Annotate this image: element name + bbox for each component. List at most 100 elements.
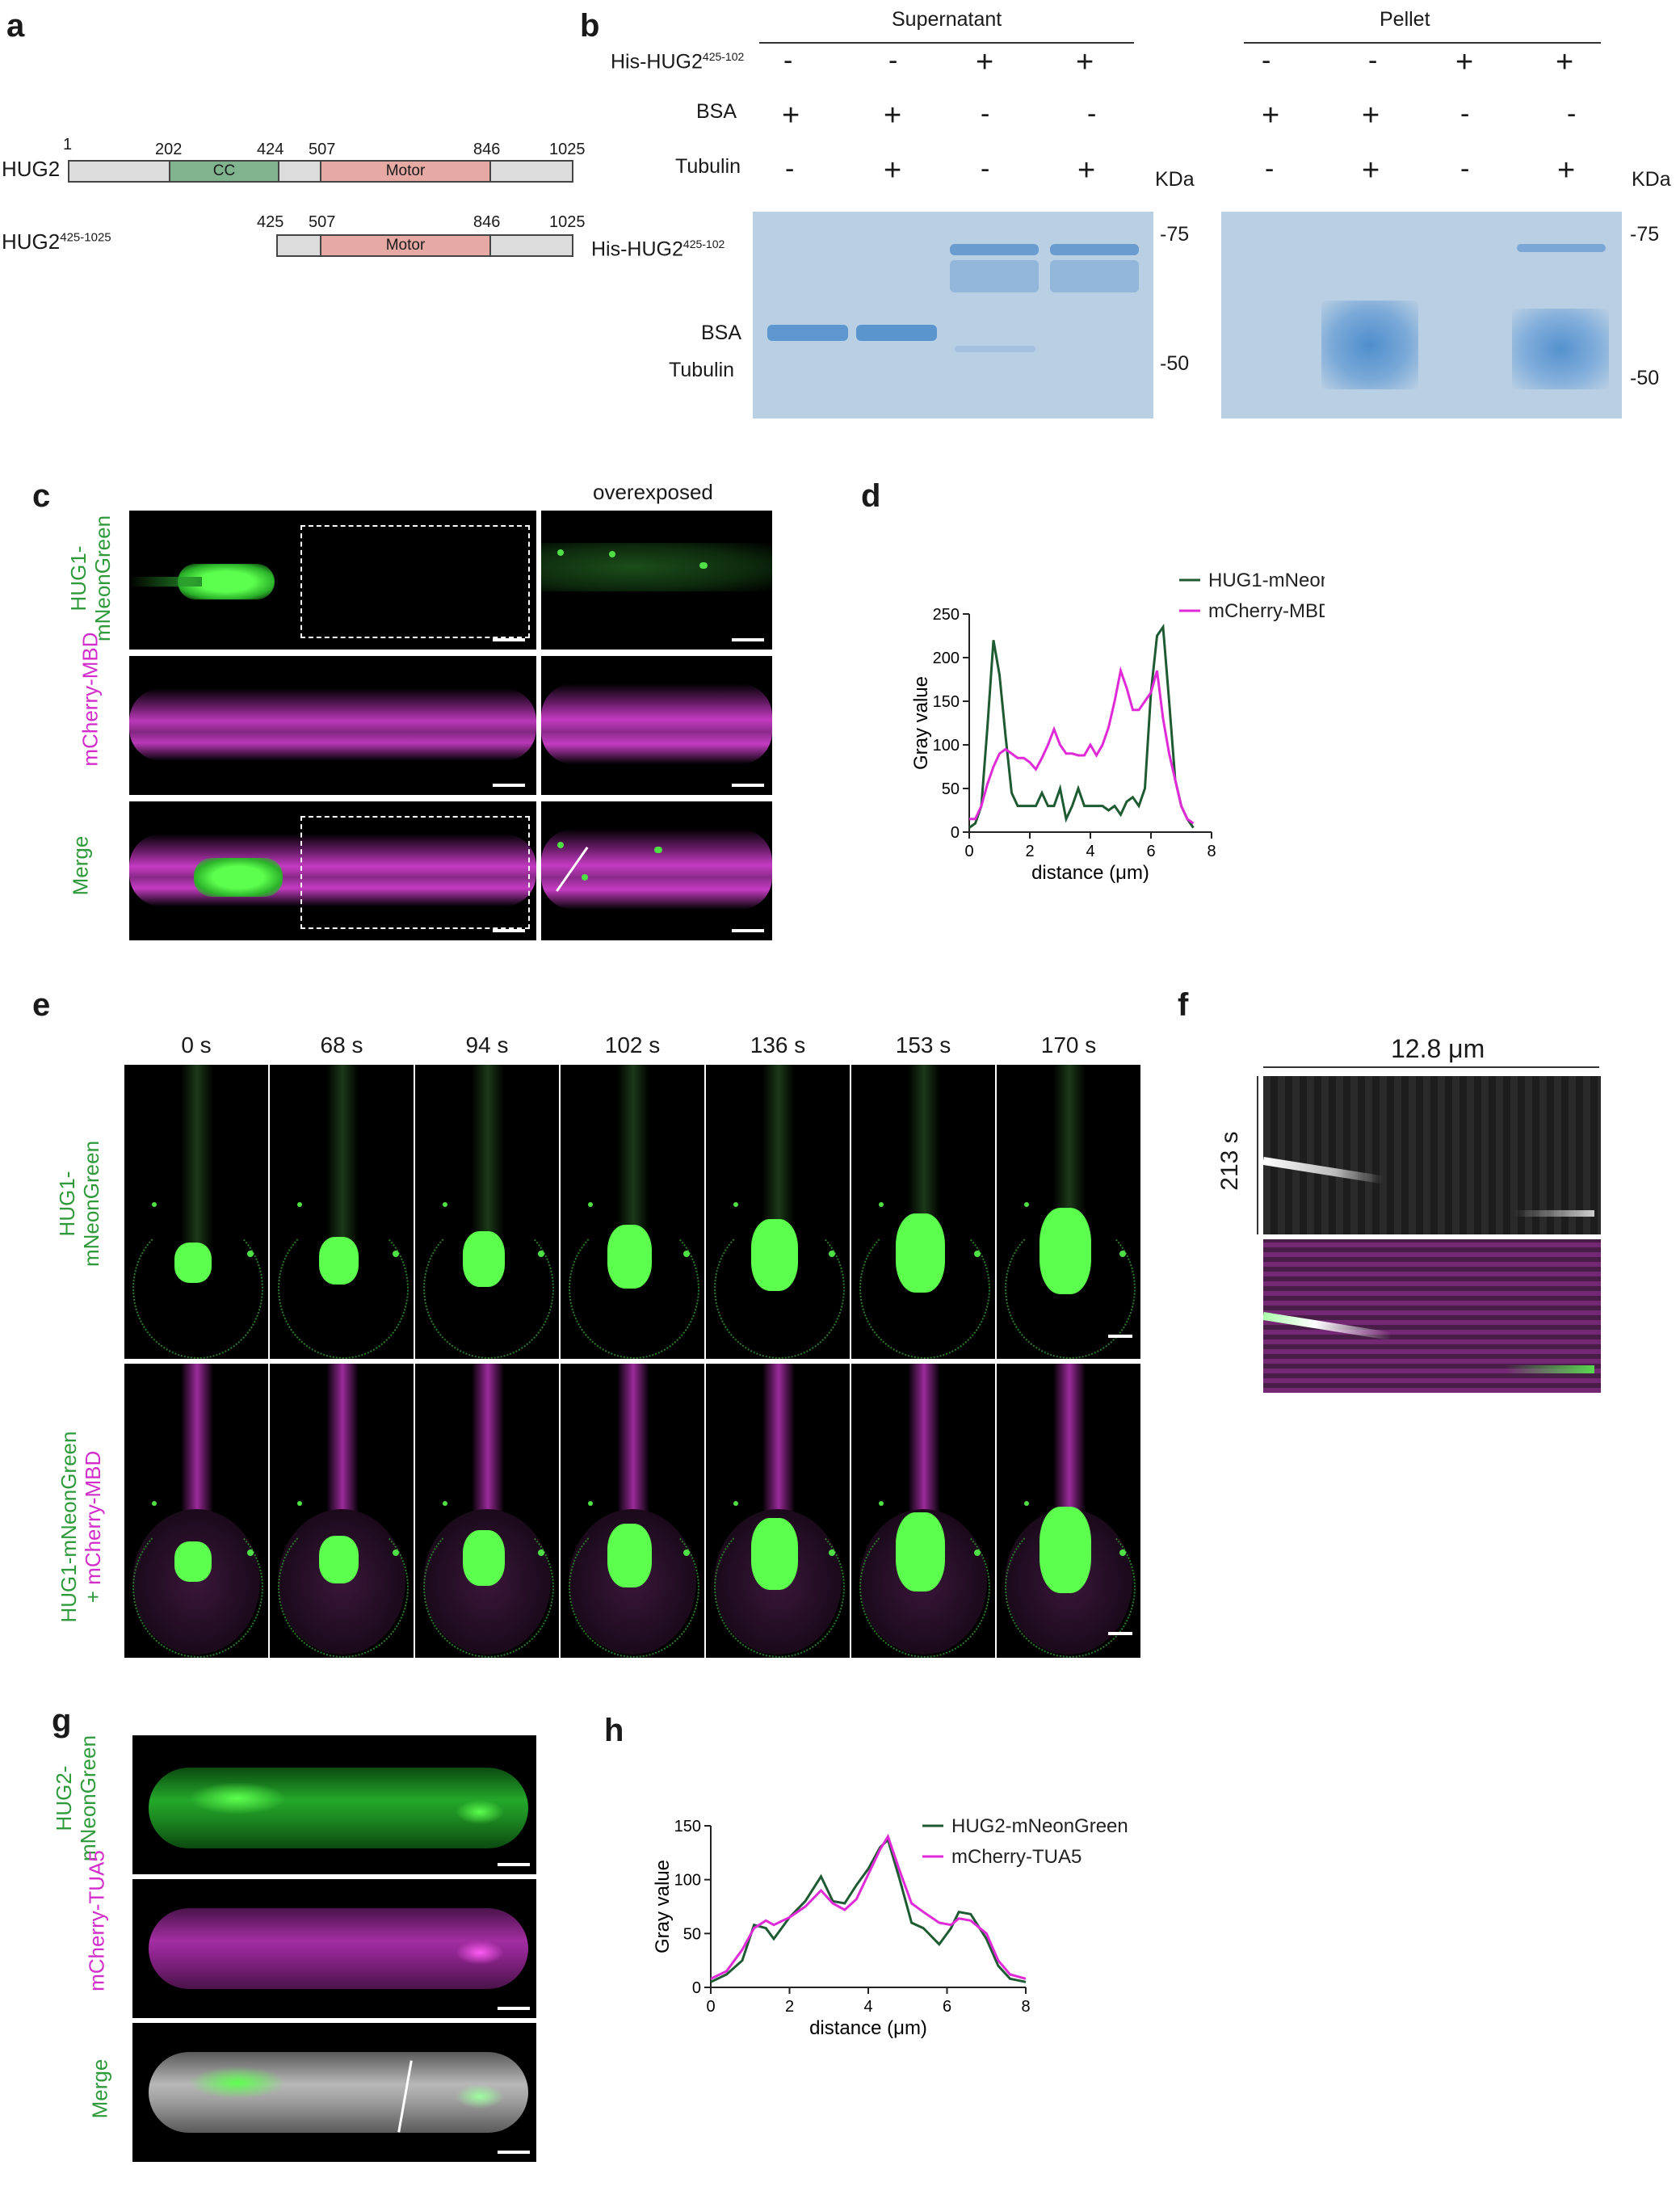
band-label-his: His-HUG2425-102 bbox=[591, 238, 725, 261]
image-c-magenta bbox=[129, 656, 536, 795]
band-faint-lane3 bbox=[955, 346, 1035, 352]
row-label-g2: mCherry-TUA5 bbox=[84, 1850, 109, 1991]
y-tick-label: 250 bbox=[933, 606, 960, 624]
series-line bbox=[710, 1837, 1027, 1983]
timelapse-frame-green bbox=[561, 1065, 704, 1359]
sign: + bbox=[1557, 153, 1576, 187]
sign: + bbox=[884, 153, 902, 187]
marker-50-pel: -50 bbox=[1630, 367, 1660, 389]
timelapse-frame-merge bbox=[561, 1364, 704, 1658]
band-bsa-lane1 bbox=[767, 325, 848, 341]
scale-bar bbox=[498, 1863, 530, 1866]
sign: - bbox=[1087, 99, 1097, 129]
y-tick-label: 150 bbox=[933, 693, 960, 711]
row-label-g3: Merge bbox=[87, 2058, 112, 2119]
timelapse-frame-merge bbox=[415, 1364, 559, 1658]
x-tick-label: 2 bbox=[785, 1998, 794, 2016]
kymo-time-bar bbox=[1257, 1076, 1258, 1234]
marker-50-sup: -50 bbox=[1160, 352, 1190, 375]
panel-label-d: d bbox=[861, 478, 881, 514]
scale-bar bbox=[732, 638, 764, 641]
motor-domain-full: Motor bbox=[320, 160, 491, 183]
kymo-gray bbox=[1263, 1076, 1601, 1234]
time-label: 170 s bbox=[1040, 1032, 1097, 1058]
series-line bbox=[968, 623, 1195, 829]
timelapse-frame-green bbox=[270, 1065, 414, 1359]
panel-label-g: g bbox=[52, 1703, 72, 1739]
time-label: 0 s bbox=[181, 1032, 212, 1058]
sign: + bbox=[782, 99, 800, 132]
panel-label-b: b bbox=[580, 8, 600, 44]
sign: - bbox=[1567, 99, 1577, 129]
timelapse-frame-merge bbox=[124, 1364, 268, 1658]
position-507b: 507 bbox=[309, 213, 336, 231]
sign: + bbox=[1455, 45, 1474, 79]
sign: + bbox=[884, 99, 902, 132]
gel-supernatant bbox=[753, 212, 1153, 418]
marker-75-sup: -75 bbox=[1160, 223, 1190, 246]
timelapse-frame-green bbox=[997, 1065, 1140, 1359]
overexposed-label: overexposed bbox=[593, 480, 713, 504]
sign: - bbox=[1262, 45, 1271, 76]
scale-bar bbox=[493, 929, 525, 932]
kymo-merge bbox=[1263, 1239, 1601, 1393]
construct-name-truncated: HUG2425-1025 bbox=[2, 229, 111, 254]
y-tick-label: 150 bbox=[674, 1818, 701, 1835]
x-tick-label: 8 bbox=[1021, 1998, 1030, 2016]
band-label-bsa: BSA bbox=[701, 322, 742, 344]
sign: - bbox=[888, 45, 898, 76]
zoom-box bbox=[300, 816, 530, 929]
y-tick-label: 0 bbox=[692, 1979, 701, 1997]
series-line bbox=[710, 1833, 1027, 1980]
legend-label: HUG1-mNeonGreen bbox=[1208, 570, 1325, 591]
image-c-merge bbox=[129, 801, 536, 940]
x-tick-label: 8 bbox=[1207, 843, 1216, 860]
row-label-mcherry-mbd: mCherry-MBD bbox=[78, 632, 103, 767]
panel-label-a: a bbox=[6, 8, 25, 44]
panel-label-e: e bbox=[32, 987, 51, 1023]
timelapse-frame-merge bbox=[270, 1364, 414, 1658]
position-507: 507 bbox=[309, 141, 336, 158]
y-axis-label: Gray value bbox=[652, 1860, 674, 1953]
x-tick-label: 0 bbox=[706, 1998, 715, 2016]
scale-bar bbox=[732, 784, 764, 787]
scale-bar bbox=[493, 784, 525, 787]
position-846: 846 bbox=[473, 141, 501, 158]
sign: - bbox=[785, 153, 795, 184]
timelapse-frame-green bbox=[415, 1065, 559, 1359]
time-label: 153 s bbox=[895, 1032, 951, 1058]
x-tick-label: 4 bbox=[1086, 843, 1094, 860]
band-his-lane4 bbox=[1050, 244, 1139, 255]
scale-bar bbox=[498, 2007, 530, 2010]
image-c-magenta-zoom bbox=[541, 656, 772, 795]
position-1025b: 1025 bbox=[549, 213, 586, 231]
panel-label-c: c bbox=[32, 478, 51, 514]
image-g-magenta bbox=[132, 1879, 536, 2018]
band-bsa-lane2 bbox=[856, 325, 937, 341]
timelapse-frame-merge bbox=[997, 1364, 1140, 1658]
position-202: 202 bbox=[155, 141, 183, 158]
scale-bar bbox=[493, 638, 525, 641]
zoom-box bbox=[300, 525, 530, 638]
panel-label-f: f bbox=[1178, 987, 1189, 1023]
y-axis-label: Gray value bbox=[910, 676, 932, 770]
time-label: 68 s bbox=[320, 1032, 363, 1058]
row-label-bsa: BSA bbox=[696, 100, 737, 123]
position-1025: 1025 bbox=[549, 141, 586, 158]
sign: + bbox=[1077, 153, 1096, 187]
image-g-merge bbox=[132, 2023, 536, 2162]
sign: - bbox=[783, 45, 793, 76]
sign: - bbox=[1460, 153, 1470, 184]
gel-pellet bbox=[1221, 212, 1622, 418]
sign: - bbox=[981, 99, 990, 129]
pellet-line bbox=[1244, 42, 1601, 44]
position-1: 1 bbox=[63, 136, 73, 153]
x-axis-label: distance (μm) bbox=[809, 2017, 927, 2039]
row-label-tubulin: Tubulin bbox=[675, 155, 741, 178]
row-label-e2: HUG1-mNeonGreen + mCherry-MBD bbox=[57, 1431, 105, 1623]
sign: + bbox=[1556, 45, 1574, 79]
image-c-green bbox=[129, 511, 536, 650]
y-tick-label: 100 bbox=[674, 1872, 701, 1890]
marker-75-pel: -75 bbox=[1630, 223, 1660, 246]
image-c-merge-zoom bbox=[541, 801, 772, 940]
